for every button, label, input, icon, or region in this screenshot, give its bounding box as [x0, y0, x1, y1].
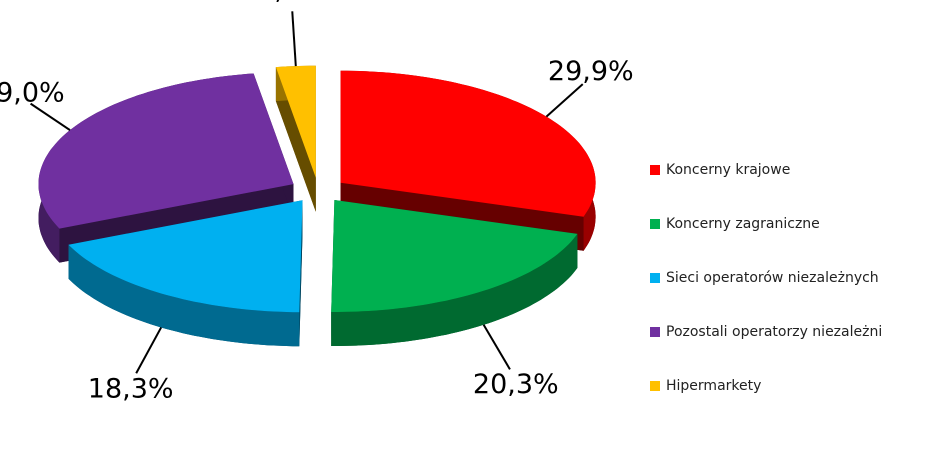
legend-swatch	[650, 381, 660, 391]
legend-swatch	[650, 219, 660, 229]
legend-swatch	[650, 327, 660, 337]
value-label: 20,3%	[473, 369, 559, 400]
slice-side	[68, 244, 300, 347]
leader-line	[135, 326, 163, 374]
leader-line	[545, 83, 584, 118]
value-label: 2,5%	[257, 0, 326, 6]
slice	[38, 73, 294, 229]
slice	[340, 70, 596, 217]
value-label: 29,0%	[0, 77, 65, 108]
leader-line	[30, 102, 71, 131]
slice-side	[275, 67, 316, 212]
slice	[275, 65, 316, 178]
legend-label: Hipermarkety	[666, 378, 761, 394]
slice-side	[331, 233, 578, 346]
leader-line	[291, 11, 297, 67]
legend-label: Koncerny krajowe	[666, 162, 790, 178]
leader-line	[482, 324, 511, 370]
slice	[68, 200, 303, 313]
slice	[331, 200, 578, 312]
slice-side	[299, 200, 303, 347]
value-label: 29,9%	[548, 56, 634, 87]
legend-label: Sieci operatorów niezależnych	[666, 270, 879, 286]
legend-label: Pozostali operatorzy niezależni	[666, 324, 882, 340]
value-label: 18,3%	[88, 373, 174, 404]
legend-swatch	[650, 273, 660, 283]
legend-swatch	[650, 165, 660, 175]
legend-label: Koncerny zagraniczne	[666, 216, 820, 232]
